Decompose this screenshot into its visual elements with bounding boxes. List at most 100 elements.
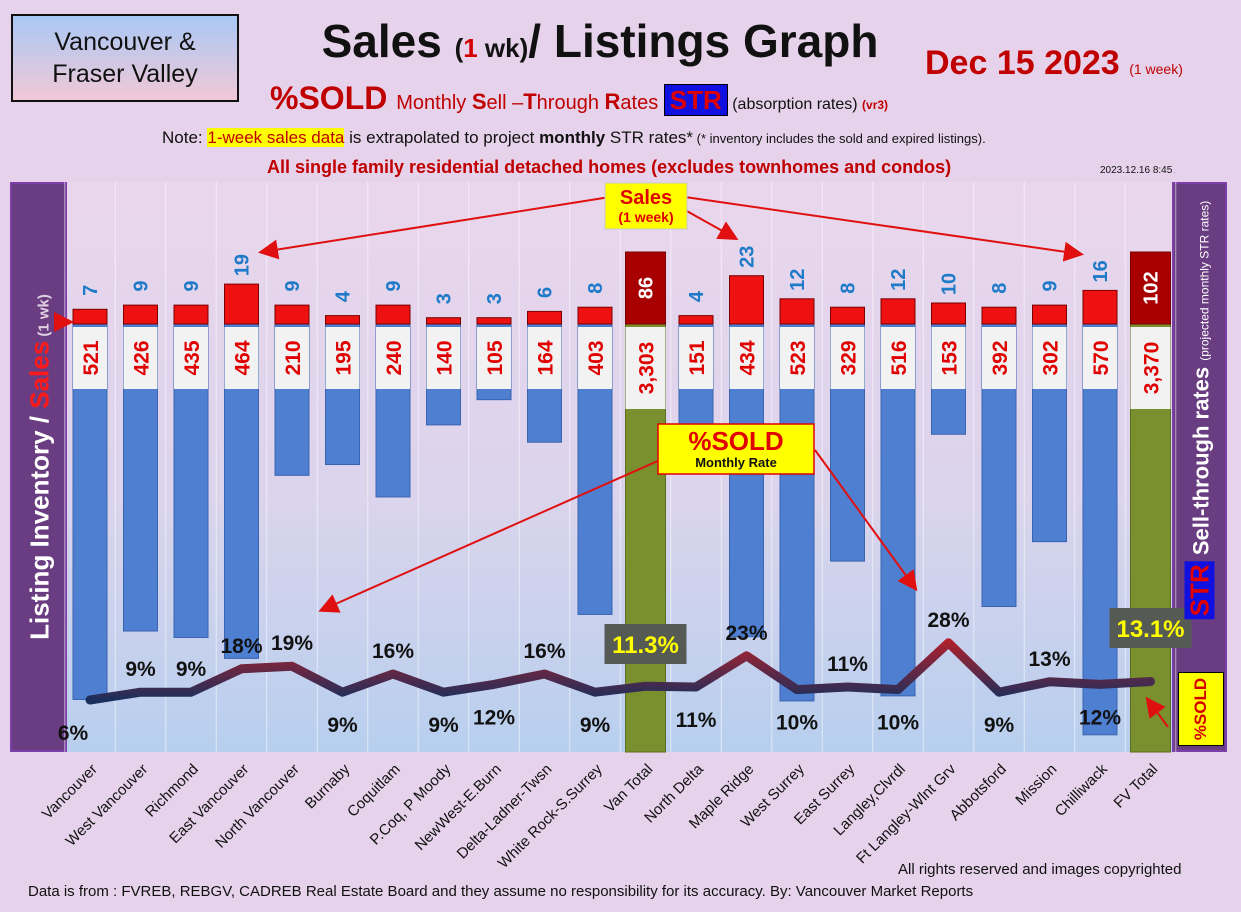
inventory-label-bg <box>881 327 915 389</box>
inventory-bar <box>1082 323 1118 736</box>
timestamp: 2023.12.16 8:45 AM m7s <box>1100 165 1212 176</box>
sales-label: 102 <box>1141 271 1163 304</box>
sales-label: 3 <box>484 293 506 304</box>
inventory-label-bg <box>1130 327 1171 409</box>
sales-label: 9 <box>282 281 304 292</box>
str-label: 6% <box>58 722 89 745</box>
monthly-word: Monthly <box>396 92 472 114</box>
sold-heading: %SOLD <box>270 80 397 116</box>
sold-callout-box <box>657 423 815 475</box>
inventory-label-bg <box>578 327 612 389</box>
total-str-label: 13.1% <box>1116 616 1184 643</box>
str-labels: 6% 9% 9% 18% 19% 9% 16% 9% 12% 16% 9% 11.3% 11% 23% 10… <box>58 608 1192 745</box>
right-axis-str: STR <box>1184 561 1215 620</box>
arrow-to-ft-langley <box>814 449 918 592</box>
title-wk: wk) <box>477 33 529 63</box>
str-label: 10% <box>776 712 818 735</box>
sold-callout-title: %SOLD <box>688 426 783 456</box>
str-badge: STR <box>663 84 728 116</box>
note-text-1: is extrapolated to project <box>344 128 540 147</box>
inventory-label: 164 <box>535 340 558 375</box>
sales-callout-title: Sales <box>620 187 672 209</box>
region-line-1: Vancouver & <box>54 28 196 56</box>
inventory-label: 195 <box>333 340 356 375</box>
letter-s: S <box>471 89 487 114</box>
sales-label: 9 <box>131 281 153 292</box>
inventory-label: 434 <box>737 340 760 375</box>
sales-bar <box>527 310 562 325</box>
inventory-label: 240 <box>383 340 406 375</box>
arrow-to-east-vancouver <box>258 196 611 260</box>
str-label: 23% <box>725 622 767 645</box>
str-label: 10% <box>877 712 919 735</box>
footer-source: Data is from : FVREB, REBGV, CADREB Real… <box>28 883 974 900</box>
inventory-label: 516 <box>888 340 911 375</box>
sales-label: 10 <box>939 273 961 295</box>
right-axis-title: STR Sell-through rates (projected monthl… <box>1184 201 1216 620</box>
absorption-text: (absorption rates) <box>727 96 863 113</box>
ell-word: ell – <box>486 92 524 114</box>
sales-bar <box>981 306 1017 325</box>
inventory-label: 329 <box>838 340 861 375</box>
sales-label: 7 <box>80 285 102 296</box>
inventory-label: 426 <box>131 340 154 375</box>
title-one: 1 <box>463 33 478 63</box>
sales-bar <box>830 306 865 325</box>
arrow-to-north-vancouver <box>318 459 661 613</box>
inventory-label-bg <box>73 327 107 389</box>
left-axis-title: Listing Inventory / Sales (1 wk) <box>25 294 56 640</box>
report-date: Dec 15 2023 (1 week) <box>925 44 1183 83</box>
sales-label: 9 <box>1040 281 1062 292</box>
arrow-to-maple-ridge <box>684 209 739 240</box>
sales-label: 12 <box>787 269 809 291</box>
sales-label: 86 <box>636 277 658 299</box>
inventory-label: 105 <box>484 340 507 375</box>
note-text-2: STR rates* <box>605 128 694 147</box>
sales-label: 19 <box>232 254 254 276</box>
str-label: 28% <box>927 609 969 632</box>
str-label: 9% <box>580 714 611 737</box>
inventory-label-bg <box>174 327 208 389</box>
sales-bar <box>476 317 512 325</box>
inventory-label-bg <box>275 327 309 389</box>
inventory-label-bg <box>224 327 259 389</box>
str-label: 9% <box>176 658 207 681</box>
sales-label: 9 <box>383 281 405 292</box>
note-label: Note: <box>162 128 208 147</box>
str-polyline <box>85 638 1155 705</box>
sales-bar <box>1130 251 1171 325</box>
sales-bar <box>625 251 666 325</box>
left-axis-slash: / <box>24 408 55 424</box>
note-highlight: 1-week sales data <box>207 128 345 147</box>
sales-bar <box>678 315 714 325</box>
sales-bar <box>426 317 461 325</box>
region-box: Vancouver & Fraser Valley <box>11 14 239 102</box>
str-label: 9% <box>125 658 156 681</box>
version-tag: (vr3) <box>862 98 889 112</box>
letter-r: R <box>604 89 621 114</box>
subtitle: All single family residential detached h… <box>267 157 952 177</box>
inventory-label: 523 <box>787 340 810 375</box>
str-label: 9% <box>984 714 1015 737</box>
date-note: (1 week) <box>1129 61 1183 77</box>
str-label: 19% <box>271 632 313 655</box>
sales-callout-sub: (1 week) <box>618 209 673 225</box>
left-axis-wk: (1 wk) <box>35 294 53 341</box>
sales-label: 8 <box>838 283 860 294</box>
sales-label: 3 <box>434 293 456 304</box>
sales-bar <box>880 298 916 325</box>
total-str-label: 11.3% <box>612 632 679 659</box>
hrough-word: hrough <box>536 92 605 114</box>
sales-bar <box>779 298 815 325</box>
sales-label: 16 <box>1090 260 1112 282</box>
inventory-label: 392 <box>989 340 1012 375</box>
callout-arrows <box>54 196 1169 728</box>
inventory-label: 151 <box>686 340 709 375</box>
arrow-to-sold-tag <box>1145 696 1169 728</box>
str-label: 12% <box>1079 706 1121 729</box>
inventory-label: 3,370 <box>1141 342 1164 395</box>
title-paren-open: ( <box>454 33 464 63</box>
inventory-label-bg <box>123 327 158 389</box>
sales-bar <box>274 304 310 325</box>
inventory-label: 210 <box>282 340 305 375</box>
